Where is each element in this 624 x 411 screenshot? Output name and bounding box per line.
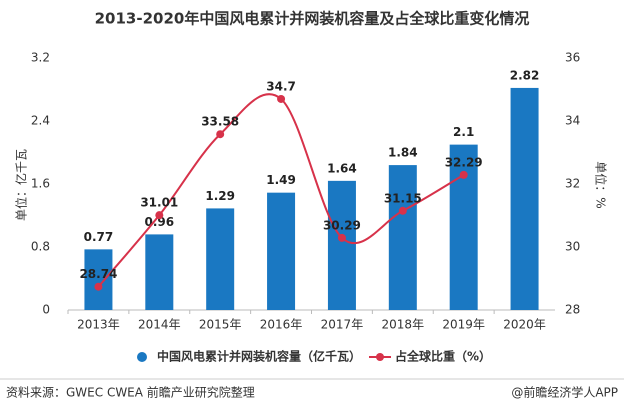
y-tick-label: 3.2 bbox=[31, 51, 50, 65]
line-value-label: 33.58 bbox=[201, 115, 239, 129]
y2-tick-label: 34 bbox=[565, 114, 580, 128]
line-point bbox=[155, 211, 164, 220]
x-tick-label: 2013年 bbox=[77, 318, 120, 332]
bar-value-label: 1.29 bbox=[205, 189, 235, 203]
y2-axis-label: 单位：% bbox=[594, 161, 609, 208]
x-tick-label: 2019年 bbox=[442, 318, 485, 332]
y-tick-label: 0.8 bbox=[31, 240, 50, 254]
bar bbox=[145, 234, 174, 310]
bar-value-label: 2.82 bbox=[510, 68, 540, 82]
bar bbox=[388, 165, 417, 310]
x-tick-label: 2014年 bbox=[138, 318, 181, 332]
legend-swatch bbox=[376, 353, 384, 361]
x-tick-label: 2015年 bbox=[199, 318, 242, 332]
credit: @前瞻经济学人APP bbox=[511, 385, 618, 400]
source: 资料来源：GWEC CWEA 前瞻产业研究院整理 bbox=[6, 385, 255, 400]
bar-value-label: 1.64 bbox=[327, 161, 357, 175]
bar bbox=[267, 192, 296, 310]
line-value-label: 32.29 bbox=[445, 155, 483, 169]
line-value-label: 28.74 bbox=[79, 267, 117, 281]
line-point bbox=[398, 206, 407, 215]
bar-value-label: 0.77 bbox=[84, 230, 114, 244]
legend-label: 占全球比重（%） bbox=[395, 349, 491, 364]
bar bbox=[206, 208, 235, 310]
x-tick-label: 2016年 bbox=[260, 318, 303, 332]
y2-tick-label: 32 bbox=[565, 177, 580, 191]
line-point bbox=[277, 94, 286, 103]
bar bbox=[327, 180, 356, 310]
legend-label: 中国风电累计并网装机容量（亿千瓦） bbox=[157, 349, 361, 364]
bar bbox=[510, 87, 539, 310]
line-value-label: 31.15 bbox=[384, 191, 422, 205]
bar-value-label: 1.84 bbox=[388, 146, 418, 160]
x-tick-label: 2020年 bbox=[503, 318, 546, 332]
line-value-label: 31.01 bbox=[140, 196, 178, 210]
bar bbox=[449, 144, 478, 310]
y2-tick-label: 28 bbox=[565, 303, 580, 317]
y2-tick-label: 36 bbox=[565, 51, 580, 65]
bar-value-label: 1.49 bbox=[266, 173, 296, 187]
x-tick-label: 2018年 bbox=[382, 318, 425, 332]
line-point bbox=[216, 130, 225, 139]
y-axis-label: 单位：亿千瓦 bbox=[14, 149, 29, 221]
bar-value-label: 2.1 bbox=[453, 125, 474, 139]
chart-title: 2013-2020年中国风电累计并网装机容量及占全球比重变化情况 bbox=[95, 10, 530, 28]
y2-tick-label: 30 bbox=[565, 240, 580, 254]
line-value-label: 34.7 bbox=[266, 79, 296, 93]
legend-swatch bbox=[137, 352, 147, 362]
line-point bbox=[459, 170, 468, 179]
y-tick-label: 1.6 bbox=[31, 177, 50, 191]
y-tick-label: 0 bbox=[42, 303, 50, 317]
bar bbox=[84, 249, 113, 310]
y-tick-label: 2.4 bbox=[31, 114, 50, 128]
line-point bbox=[94, 282, 103, 291]
line-value-label: 30.29 bbox=[323, 218, 361, 232]
x-tick-label: 2017年 bbox=[321, 318, 364, 332]
line-point bbox=[337, 233, 346, 242]
